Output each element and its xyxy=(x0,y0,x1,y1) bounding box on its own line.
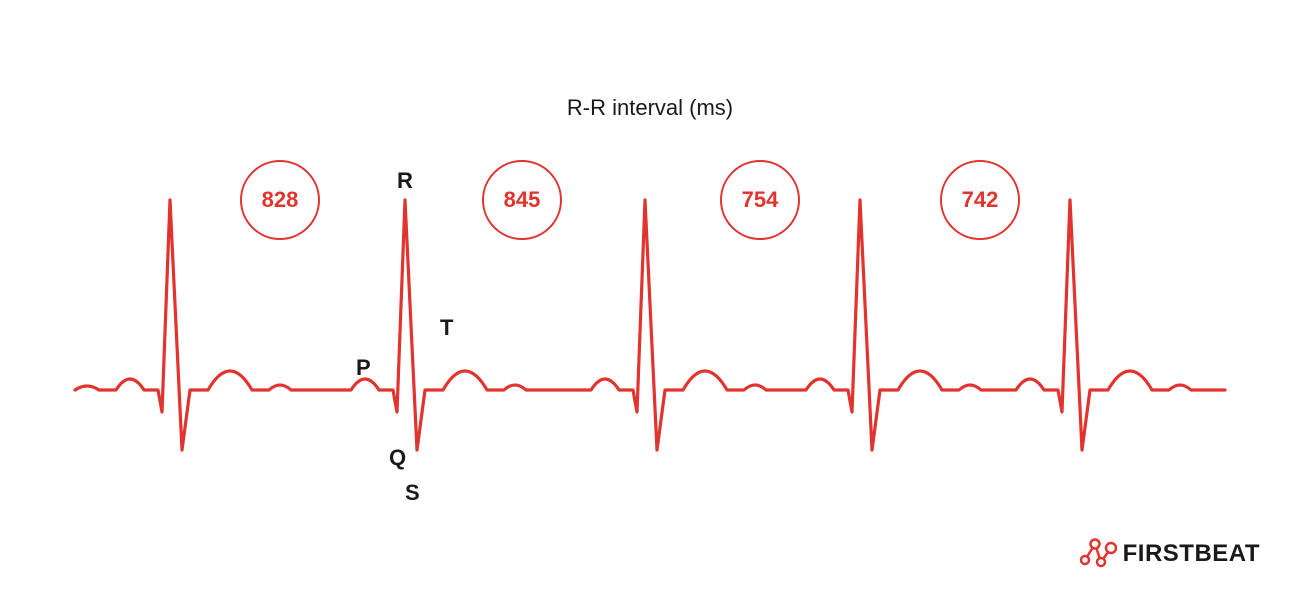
firstbeat-icon xyxy=(1079,538,1117,570)
chart-title: R-R interval (ms) xyxy=(567,95,733,121)
logo-text: FIRSTBEAT xyxy=(1123,540,1260,568)
ecg-waveform xyxy=(0,180,1300,500)
firstbeat-logo: FIRSTBEAT xyxy=(1079,538,1260,570)
